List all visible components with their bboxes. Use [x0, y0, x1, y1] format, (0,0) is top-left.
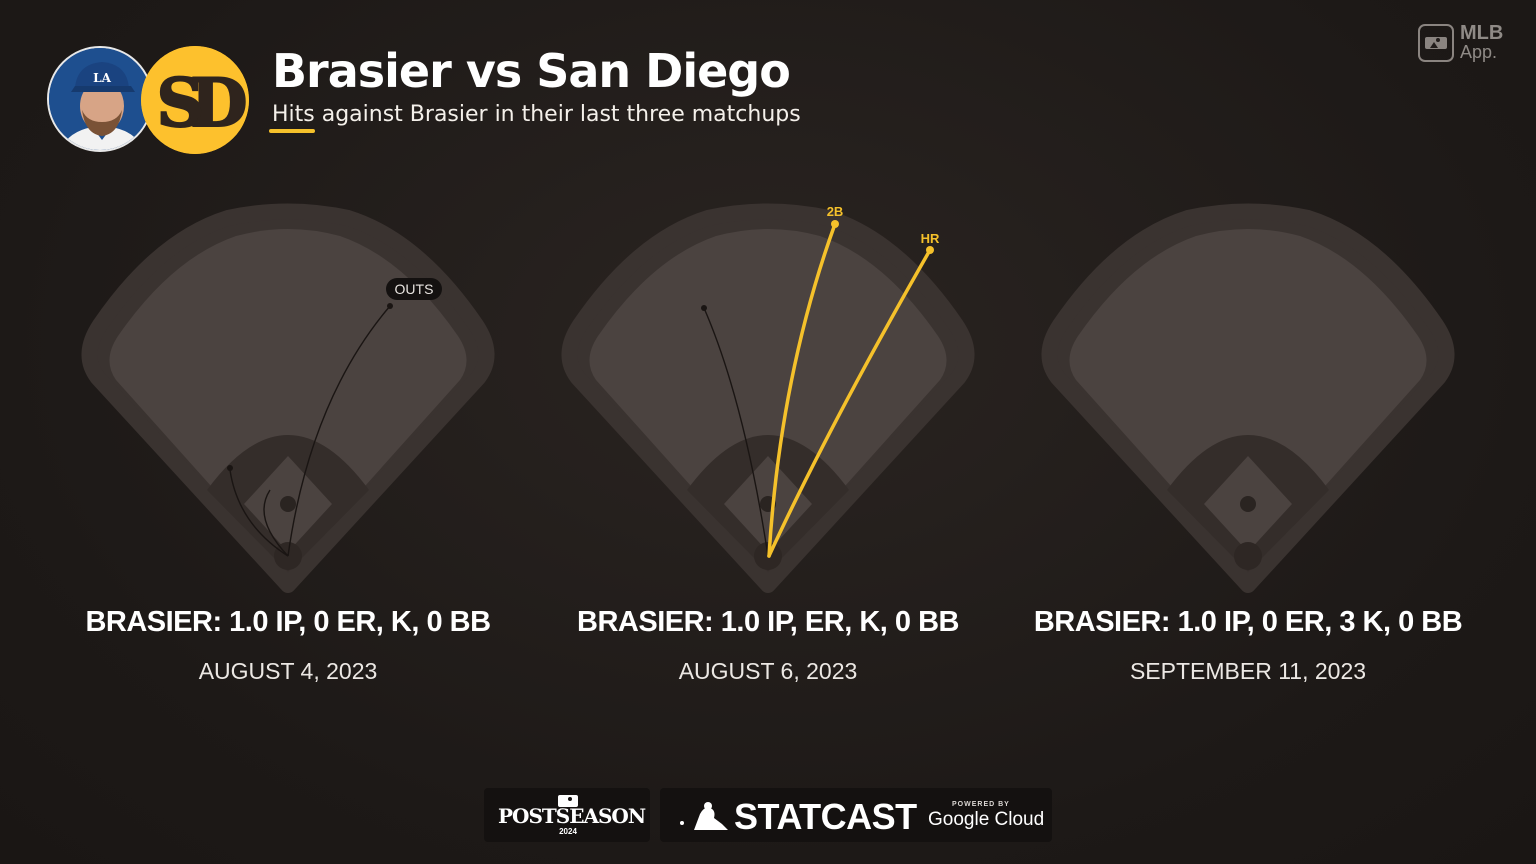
out-trace [229, 469, 289, 557]
page-subtitle: Hits against Brasier in their last three… [272, 102, 801, 127]
out-trace [263, 489, 289, 557]
page-title: Brasier vs San Diego [272, 44, 791, 98]
google-cloud-label: Google Cloud [928, 809, 1045, 830]
home-run-marker [926, 246, 934, 254]
outs-legend-label: OUTS [395, 281, 434, 297]
out-marker [701, 305, 707, 311]
double-hit-trace [767, 222, 837, 558]
subtitle-accent-underline [269, 129, 315, 133]
date-sep-11: SEPTEMBER 11, 2023 [1129, 658, 1367, 684]
statcast-label: STATCAST [734, 796, 917, 837]
double-marker [831, 220, 839, 228]
field-diagram-aug-6: 2B HR [561, 203, 975, 593]
out-trace [287, 305, 391, 557]
padres-logo-icon: SD [141, 46, 249, 154]
postseason-year: 2024 [559, 827, 577, 836]
mlb-app-badge: MLB App. [1418, 22, 1514, 66]
out-marker [387, 303, 393, 309]
mlb-logo-small-icon [558, 795, 578, 807]
player-photo-icon: LA [49, 48, 151, 150]
team-logo: SD [141, 46, 249, 154]
outfield [589, 229, 947, 572]
date-aug-6: AUGUST 6, 2023 [678, 658, 858, 684]
mlb-app-sublabel: App. [1460, 42, 1498, 62]
player-avatar: LA [47, 46, 153, 152]
stat-line-aug-4: BRASIER: 1.0 IP, 0 ER, K, 0 BB [85, 606, 491, 638]
outfield [1069, 229, 1427, 572]
mlb-app-label: MLB [1460, 22, 1504, 44]
powered-by-label: POWERED BY [952, 801, 1010, 808]
double-label: 2B [827, 204, 844, 219]
statcast-badge [660, 788, 1052, 842]
cap-logo-text: LA [93, 71, 111, 85]
team-logo-text: SD [157, 64, 246, 142]
pitchers-mound [1240, 496, 1256, 512]
pitchers-mound [280, 496, 296, 512]
outfield [109, 229, 467, 572]
home-run-trace [767, 248, 932, 558]
home-run-label: HR [921, 231, 940, 246]
out-marker [227, 465, 233, 471]
field-diagram-sep-11 [1041, 203, 1455, 593]
outs-legend-badge [386, 278, 442, 300]
postseason-label: POSTSEASON [498, 804, 646, 828]
stat-line-aug-6: BRASIER: 1.0 IP, ER, K, 0 BB [577, 606, 959, 638]
home-plate-area [1234, 542, 1262, 570]
date-aug-4: AUGUST 4, 2023 [198, 658, 378, 684]
statcast-logo-icon [680, 802, 728, 830]
stat-line-sep-11: BRASIER: 1.0 IP, 0 ER, 3 K, 0 BB [1033, 606, 1463, 638]
mlb-logo-icon [1418, 24, 1454, 62]
field-diagram-aug-4: OUTS [81, 203, 495, 593]
out-trace [703, 307, 769, 557]
